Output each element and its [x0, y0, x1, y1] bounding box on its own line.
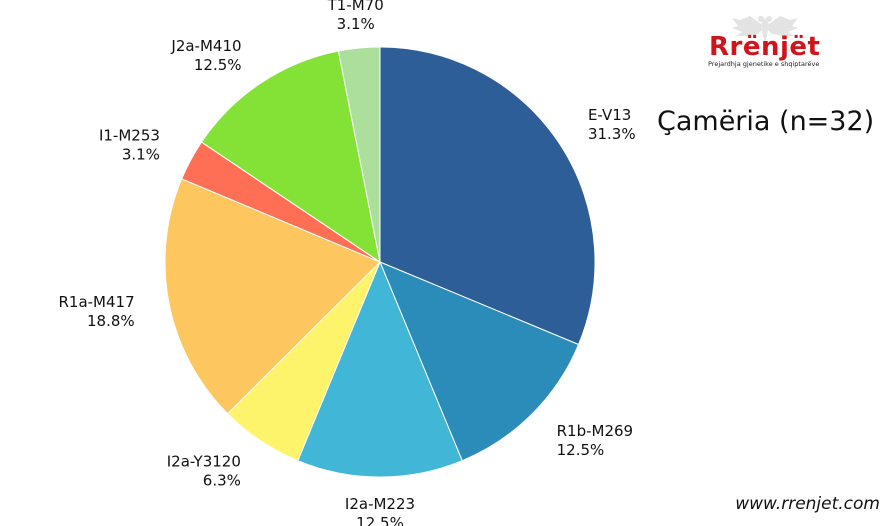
brand-name: Rrënjët [709, 32, 821, 62]
slice-percent: 3.1% [122, 145, 160, 163]
slice-percent: 6.3% [203, 472, 241, 490]
pie-slice [379, 261, 580, 462]
pie-slice [337, 46, 381, 263]
slice-percent: 18.8% [87, 312, 135, 330]
eagle-icon [732, 16, 798, 42]
region-title: Çamëria (n=32) [657, 106, 875, 137]
slice-percent: 12.5% [194, 56, 242, 74]
slice-percent: 3.1% [337, 15, 375, 33]
pie-slice [297, 260, 463, 478]
pie-slice [164, 178, 381, 415]
brand-tagline: Prejardhja gjenetike e shqiptarëve [708, 60, 820, 68]
slice-percent: 12.5% [356, 514, 404, 526]
slice-label: J2a-M410 [170, 37, 241, 55]
slice-percent: 31.3% [588, 125, 636, 143]
slice-label: I2a-Y3120 [167, 453, 241, 471]
slice-label: I1-M253 [99, 126, 160, 144]
pie-slices [164, 46, 596, 478]
website-link[interactable]: www.rrenjet.com [735, 494, 880, 514]
slice-label: T1-M70 [327, 0, 384, 14]
pie-slice [379, 46, 596, 346]
slice-label: I2a-M223 [345, 495, 415, 513]
slice-label: R1a-M417 [58, 293, 134, 311]
pie-labels: E-V1331.3%R1b-M26912.5%I2a-M22312.5%I2a-… [58, 0, 635, 526]
slice-label: R1b-M269 [557, 422, 633, 440]
slice-label: E-V13 [588, 106, 631, 124]
brand-logo: Rrënjët Prejardhja gjenetike e shqiptarë… [700, 12, 830, 74]
slice-percent: 12.5% [557, 441, 605, 459]
pie-slice [200, 50, 381, 264]
